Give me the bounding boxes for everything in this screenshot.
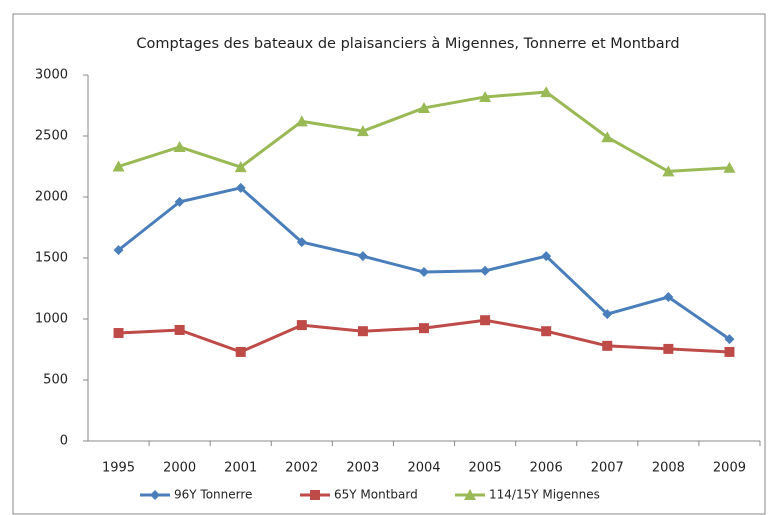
x-tick-label: 2008 [652, 461, 685, 476]
data-point [356, 125, 369, 137]
x-tick-label: 1995 [102, 461, 135, 476]
data-point [724, 334, 735, 345]
chart-title: Comptages des bateaux de plaisanciers à … [136, 36, 679, 52]
x-tick-label: 2006 [530, 461, 563, 476]
x-tick-label: 2002 [285, 461, 318, 476]
data-point [235, 182, 246, 193]
data-point [234, 161, 247, 173]
legend-label: 96Y Tonnerre [174, 488, 252, 502]
legend-marker [310, 490, 320, 500]
data-point [113, 328, 124, 339]
y-tick-label: 1500 [35, 251, 68, 266]
data-point [541, 326, 552, 337]
x-tick-label: 2000 [163, 461, 196, 476]
x-tick-label: 2003 [346, 461, 379, 476]
x-tick-label: 2005 [469, 461, 502, 476]
data-point [357, 326, 368, 337]
data-point [601, 131, 614, 143]
legend-label: 114/15Y Migennes [489, 488, 600, 502]
data-point [235, 346, 246, 357]
data-point [663, 343, 674, 354]
data-point [480, 265, 491, 276]
data-point [173, 140, 186, 152]
data-point [296, 237, 307, 248]
y-tick-label: 3000 [35, 68, 68, 83]
data-point [174, 324, 185, 335]
data-point [540, 86, 553, 98]
data-point [602, 340, 613, 351]
data-point [112, 160, 125, 172]
y-tick-label: 500 [43, 373, 68, 388]
x-tick-label: 2001 [224, 461, 257, 476]
data-point [113, 245, 124, 256]
data-point [419, 267, 429, 278]
data-point [296, 320, 307, 331]
data-point [662, 165, 675, 177]
y-tick-label: 0 [60, 434, 68, 449]
legend-label: 65Y Montbard [334, 488, 418, 502]
data-point [724, 346, 735, 357]
data-point [174, 196, 185, 207]
legend-marker [464, 489, 476, 500]
y-tick-label: 2500 [35, 129, 68, 144]
data-point [602, 309, 613, 320]
x-tick-label: 2004 [407, 461, 440, 476]
data-point [419, 323, 429, 334]
data-point [295, 115, 308, 127]
y-tick-label: 1000 [35, 312, 68, 327]
data-point [663, 292, 674, 303]
y-tick-label: 2000 [35, 190, 68, 205]
data-point [357, 251, 368, 262]
data-point [541, 251, 552, 262]
x-tick-label: 2009 [713, 461, 746, 476]
x-tick-label: 2007 [591, 461, 624, 476]
legend-marker [150, 490, 160, 500]
data-point [480, 315, 491, 326]
data-point [418, 101, 430, 113]
data-point [723, 161, 736, 173]
data-point [479, 90, 492, 102]
